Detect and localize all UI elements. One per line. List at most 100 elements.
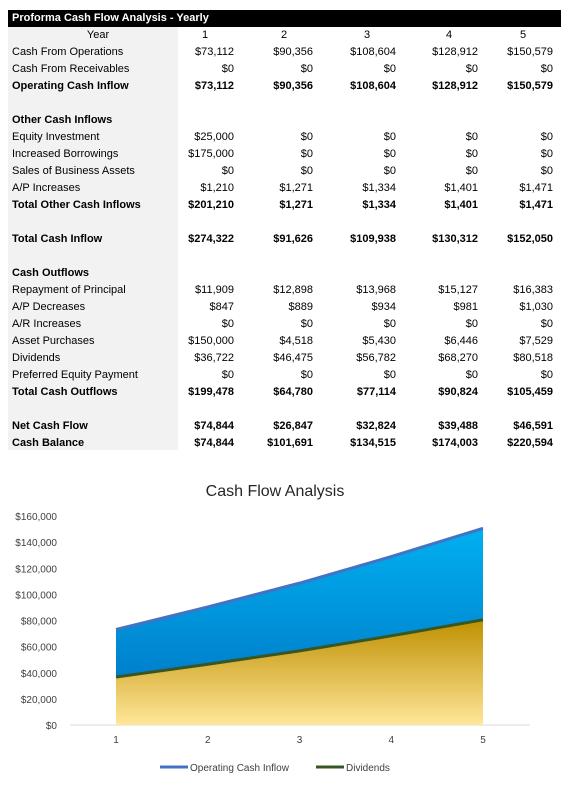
cell-value: $1,471 xyxy=(519,182,553,194)
cell-value: $108,604 xyxy=(350,46,396,58)
cell-value: $64,780 xyxy=(273,386,313,398)
cell-value: $11,909 xyxy=(195,284,234,296)
cell-value: $105,459 xyxy=(507,386,553,398)
series-line-operating-cash-inflow xyxy=(115,526,484,631)
cell-value: $0 xyxy=(465,369,478,381)
legend-label: Operating Cash Inflow xyxy=(190,763,290,774)
row-label: Equity Investment xyxy=(12,131,100,143)
series-line-dividends xyxy=(115,618,484,679)
cell-value: $199,478 xyxy=(188,386,234,398)
cell-value: $0 xyxy=(300,318,313,330)
cell-value: $0 xyxy=(221,63,234,75)
table-row: Dividends $36,722 $46,475 $56,782 $68,270 $80… xyxy=(8,350,561,367)
cell-value: $26,847 xyxy=(273,420,313,432)
table-row: Cash From Receivables $0 $0 $0 $0 $0 xyxy=(8,61,561,78)
table-row: Increased Borrowings $175,000 $0 $0 $0 $0 xyxy=(8,146,561,163)
table-row: Cash Outflows xyxy=(8,265,561,282)
cell-value: $0 xyxy=(300,369,313,381)
header-year-2: 2 xyxy=(280,29,288,41)
cell-value: $90,824 xyxy=(438,386,478,398)
cell-value: $0 xyxy=(300,63,313,75)
sheet-title: Proforma Cash Flow Analysis - Yearly xyxy=(8,10,561,27)
row-label: Sales of Business Assets xyxy=(12,165,135,177)
cell-value: $152,050 xyxy=(507,233,553,245)
cell-value: $0 xyxy=(383,318,396,330)
cash-flow-chart: Cash Flow Analysis $0 $20,000 $40,000 $60,00… xyxy=(0,470,567,782)
table-row: Net Cash Flow $74,844 $26,847 $32,824 $39,48… xyxy=(8,418,561,435)
cell-value: $5,430 xyxy=(362,335,396,347)
row-label: Total Cash Outflows xyxy=(12,386,118,398)
table-row: Repayment of Principal $11,909 $12,898 $13,… xyxy=(8,282,561,299)
table-row: Total Cash Inflow $274,322 $91,626 $109,938… xyxy=(8,231,561,248)
row-label: Asset Purchases xyxy=(12,335,95,347)
cell-value: $32,824 xyxy=(356,420,396,432)
row-label: Dividends xyxy=(12,352,61,364)
y-tick-label: $120,000 xyxy=(15,564,57,575)
cell-value: $128,912 xyxy=(432,46,478,58)
cell-value: $0 xyxy=(465,165,478,177)
table-row xyxy=(8,95,561,112)
cell-value: $0 xyxy=(465,63,478,75)
row-label: Increased Borrowings xyxy=(12,148,119,160)
cell-value: $74,844 xyxy=(194,420,234,432)
x-tick-label: 4 xyxy=(388,735,394,746)
cell-value: $6,446 xyxy=(444,335,478,347)
cell-value: $847 xyxy=(209,301,234,313)
cell-value: $0 xyxy=(540,148,553,160)
cell-value: $934 xyxy=(371,301,396,313)
cell-value: $12,898 xyxy=(273,284,313,296)
cell-value: $0 xyxy=(540,165,553,177)
cell-value: $0 xyxy=(383,165,396,177)
cell-value: $220,594 xyxy=(507,437,553,449)
cell-value: $73,112 xyxy=(195,46,234,58)
table-row: Operating Cash Inflow $73,112 $90,356 $108,… xyxy=(8,78,561,95)
row-label: A/R Increases xyxy=(12,318,82,330)
header-year-4: 4 xyxy=(445,29,453,41)
legend-label: Dividends xyxy=(346,763,390,774)
cell-value: $0 xyxy=(383,63,396,75)
cell-value: $80,518 xyxy=(513,352,553,364)
cell-value: $130,312 xyxy=(432,233,478,245)
x-tick-label: 2 xyxy=(205,735,211,746)
cell-value: $39,488 xyxy=(438,420,478,432)
cell-value: $0 xyxy=(221,318,234,330)
table-row: Total Other Cash Inflows $201,210 $1,271 $1… xyxy=(8,197,561,214)
cell-value: $7,529 xyxy=(519,335,553,347)
cell-value: $0 xyxy=(465,318,478,330)
row-label: Cash From Receivables xyxy=(12,63,130,75)
row-label: A/P Decreases xyxy=(12,301,86,313)
cell-value: $68,270 xyxy=(438,352,478,364)
y-tick-label: $60,000 xyxy=(21,643,58,654)
table-row: Other Cash Inflows xyxy=(8,112,561,129)
y-tick-label: $100,000 xyxy=(15,590,57,601)
cell-value: $150,579 xyxy=(507,80,553,92)
cell-value: $46,475 xyxy=(273,352,313,364)
cell-value: $274,322 xyxy=(188,233,234,245)
cell-value: $981 xyxy=(453,301,478,313)
label-column-shading xyxy=(8,27,178,450)
cell-value: $90,356 xyxy=(273,80,313,92)
cell-value: $174,003 xyxy=(432,437,478,449)
cell-value: $1,271 xyxy=(279,199,313,211)
cell-value: $74,844 xyxy=(194,437,234,449)
cell-value: $0 xyxy=(300,148,313,160)
table-row: A/P Decreases $847 $889 $934 $981 $1,030 xyxy=(8,299,561,316)
table-row xyxy=(8,214,561,231)
cell-value: $1,271 xyxy=(279,182,313,194)
table-row: Asset Purchases $150,000 $4,518 $5,430 $6,44… xyxy=(8,333,561,350)
cell-value: $56,782 xyxy=(356,352,396,364)
cell-value: $101,691 xyxy=(267,437,313,449)
cell-value: $46,591 xyxy=(513,420,553,432)
cell-value: $13,968 xyxy=(356,284,396,296)
cell-value: $1,334 xyxy=(362,182,396,194)
cell-value: $108,604 xyxy=(350,80,396,92)
row-label: Total Other Cash Inflows xyxy=(12,199,141,211)
cell-value: $73,112 xyxy=(194,80,234,92)
row-label: Cash Balance xyxy=(12,437,85,449)
cell-value: $1,401 xyxy=(444,182,478,194)
row-label: Net Cash Flow xyxy=(12,420,88,432)
cell-value: $0 xyxy=(540,131,553,143)
header-year-5: 5 xyxy=(519,29,527,41)
y-tick-label: $160,000 xyxy=(15,512,57,523)
table-row: Equity Investment $25,000 $0 $0 $0 $0 xyxy=(8,129,561,146)
